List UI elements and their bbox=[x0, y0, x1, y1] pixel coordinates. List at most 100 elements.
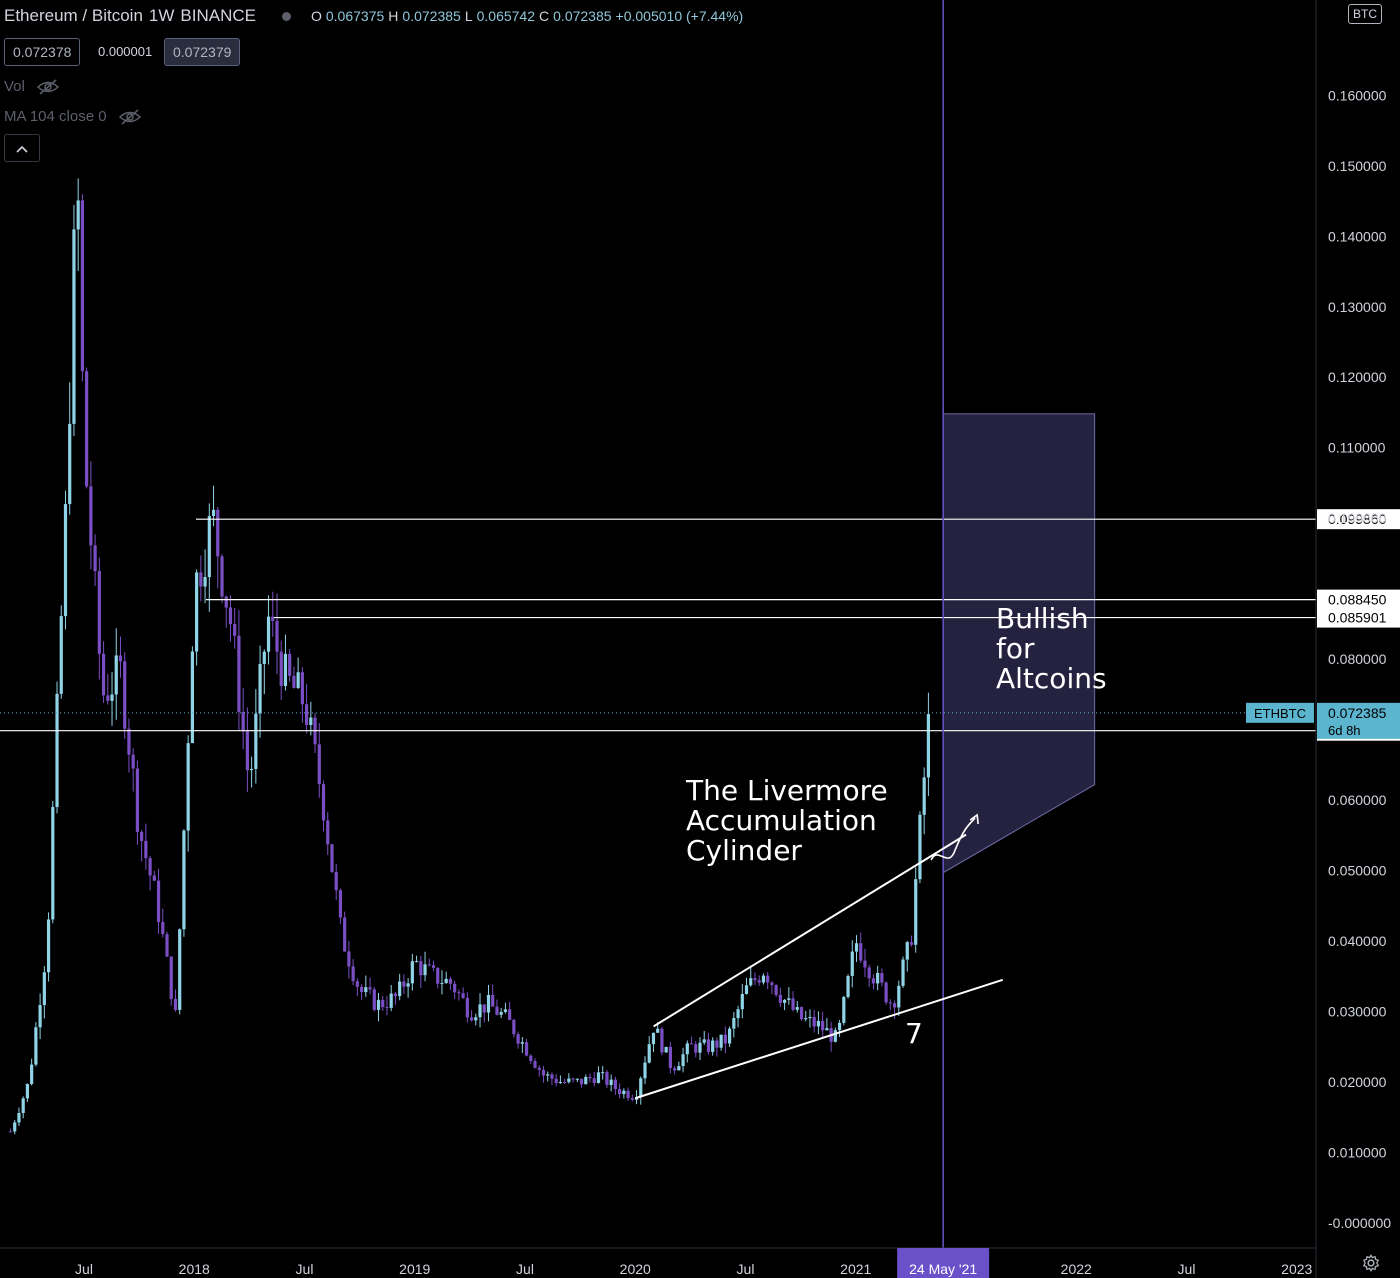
candle bbox=[478, 1004, 482, 1018]
candle bbox=[601, 1072, 605, 1074]
candle bbox=[106, 695, 110, 701]
candle bbox=[550, 1074, 554, 1079]
gear-icon[interactable] bbox=[1362, 1254, 1380, 1272]
candle bbox=[871, 978, 876, 984]
currency-tag[interactable]: BTC bbox=[1348, 4, 1382, 24]
candle bbox=[398, 981, 402, 997]
candle bbox=[25, 1084, 30, 1099]
symbol-title[interactable]: Ethereum / Bitcoin bbox=[4, 6, 143, 25]
candle bbox=[533, 1061, 537, 1068]
indicator-volume[interactable]: Vol bbox=[4, 78, 59, 95]
candle bbox=[685, 1043, 689, 1055]
y-tick-label: 0.020000 bbox=[1328, 1074, 1387, 1090]
candle bbox=[34, 1027, 38, 1065]
exchange-label: BINANCE bbox=[180, 6, 256, 25]
candle bbox=[144, 840, 148, 859]
cursor-date-label: 24 May '21 bbox=[909, 1261, 977, 1277]
arrow-annotation bbox=[930, 817, 976, 861]
candle bbox=[571, 1078, 575, 1080]
candle bbox=[643, 1062, 647, 1079]
candle bbox=[334, 871, 338, 891]
candle bbox=[63, 504, 68, 617]
indicator-label: MA 104 close 0 bbox=[4, 108, 107, 125]
candle bbox=[317, 744, 321, 785]
candle bbox=[414, 961, 419, 963]
candle bbox=[520, 1042, 524, 1044]
symbol-tag-box bbox=[1246, 702, 1314, 723]
last-price-countdown: 6d 8h bbox=[1328, 723, 1361, 738]
horizontal-level-label: 0.099860 bbox=[1328, 511, 1387, 527]
candle bbox=[38, 1005, 42, 1028]
candle bbox=[909, 942, 914, 945]
candle bbox=[148, 858, 152, 876]
candle bbox=[833, 1030, 837, 1042]
indicator-ma[interactable]: MA 104 close 0 bbox=[4, 108, 141, 125]
candle bbox=[694, 1044, 698, 1053]
candle bbox=[664, 1046, 668, 1053]
candle bbox=[579, 1078, 584, 1085]
y-tick-label: 0.080000 bbox=[1328, 651, 1387, 667]
candle bbox=[465, 997, 469, 1018]
candle bbox=[300, 672, 304, 705]
candle bbox=[59, 616, 63, 694]
candle bbox=[343, 917, 347, 952]
candle bbox=[816, 1020, 821, 1027]
candle bbox=[279, 651, 283, 686]
sell-price-button[interactable]: 0.072378 bbox=[4, 38, 81, 66]
candle bbox=[427, 964, 431, 966]
candle bbox=[622, 1090, 626, 1095]
spread-value: 0.000001 bbox=[98, 44, 153, 59]
indicator-label: Vol bbox=[4, 78, 25, 95]
candle bbox=[326, 820, 330, 845]
candle bbox=[888, 1002, 892, 1004]
candle bbox=[812, 1016, 816, 1027]
livermore-annotation: The Livermore bbox=[685, 774, 888, 807]
eye-hidden-icon[interactable] bbox=[118, 108, 141, 125]
y-tick-label: 0.160000 bbox=[1328, 87, 1387, 103]
candle bbox=[224, 596, 228, 608]
x-tick-label: Jul bbox=[516, 1261, 534, 1277]
candle bbox=[588, 1076, 592, 1079]
candle bbox=[516, 1034, 520, 1044]
candle bbox=[440, 983, 444, 985]
buy-price-button[interactable]: 0.072379 bbox=[164, 38, 241, 66]
candle bbox=[402, 981, 406, 987]
candle bbox=[321, 784, 326, 821]
candle bbox=[211, 509, 216, 517]
candle bbox=[305, 704, 309, 725]
candle bbox=[905, 942, 909, 960]
price-label-box bbox=[1317, 509, 1400, 530]
candle bbox=[436, 967, 440, 984]
candle bbox=[926, 714, 931, 778]
candle bbox=[546, 1074, 550, 1076]
candle bbox=[698, 1042, 702, 1053]
collapse-legend-button[interactable] bbox=[4, 134, 40, 162]
candle bbox=[495, 1006, 499, 1015]
candle bbox=[761, 975, 766, 983]
chevron-up-icon bbox=[16, 145, 28, 153]
candle bbox=[114, 655, 118, 695]
candle bbox=[846, 975, 850, 997]
symbol-tag: ETHBTC bbox=[1254, 706, 1306, 721]
candle bbox=[656, 1028, 660, 1033]
candle bbox=[347, 951, 351, 967]
interval-label[interactable]: 1W bbox=[148, 6, 175, 25]
candle bbox=[330, 844, 334, 872]
candle bbox=[131, 754, 135, 769]
y-tick-label: 0.060000 bbox=[1328, 792, 1387, 808]
candle bbox=[169, 956, 173, 999]
candle bbox=[563, 1082, 567, 1084]
candle bbox=[30, 1064, 34, 1085]
candle bbox=[592, 1078, 596, 1083]
livermore-annotation: Cylinder bbox=[686, 834, 802, 867]
candle bbox=[17, 1112, 21, 1123]
y-tick-label: 0.100000 bbox=[1328, 510, 1387, 526]
candle bbox=[262, 651, 266, 664]
candle bbox=[596, 1072, 601, 1083]
candle bbox=[854, 943, 859, 952]
x-tick-label: 2023 bbox=[1281, 1261, 1312, 1277]
eye-hidden-icon[interactable] bbox=[36, 78, 59, 95]
candle bbox=[821, 1020, 825, 1031]
y-tick-label: 0.010000 bbox=[1328, 1145, 1387, 1161]
